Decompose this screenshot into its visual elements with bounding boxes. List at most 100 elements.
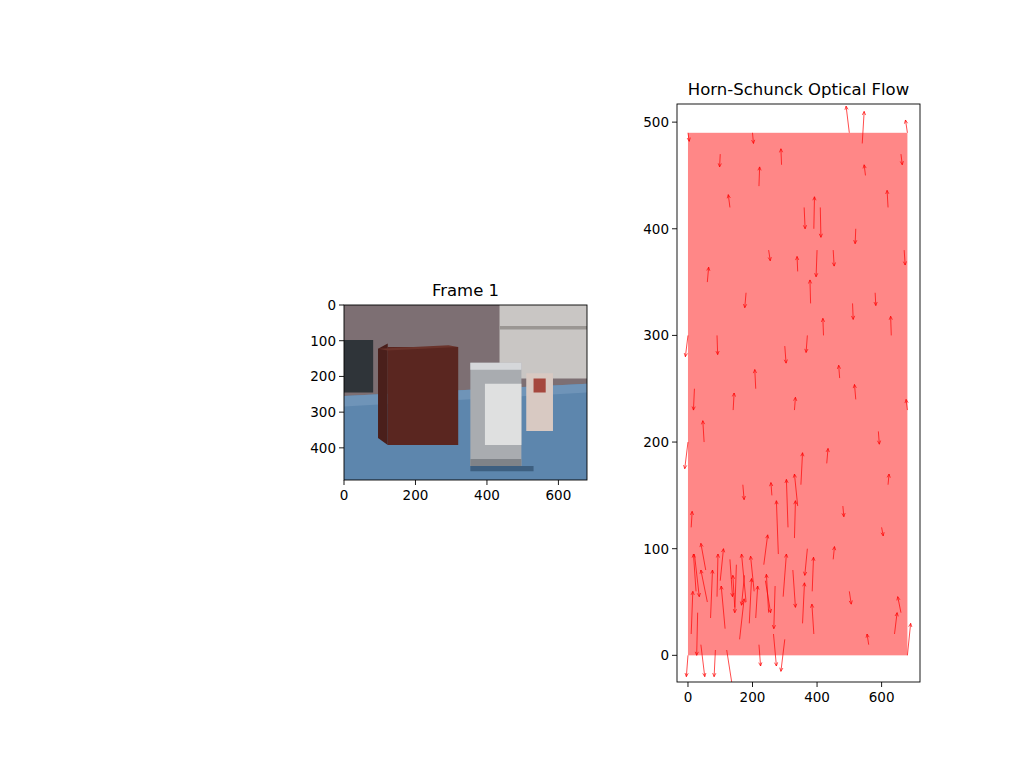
flow-arrow bbox=[793, 570, 797, 607]
axes-decor: 02004006000100200300400Frame 1 bbox=[310, 281, 587, 503]
y-tick bbox=[339, 412, 344, 413]
can-base bbox=[470, 459, 521, 466]
flow-arrow bbox=[803, 583, 806, 624]
flow-arrow bbox=[732, 393, 735, 410]
cabinet-edge bbox=[500, 326, 587, 330]
y-tick-label: 500 bbox=[643, 114, 669, 130]
x-tick-label: 200 bbox=[403, 487, 429, 503]
flow-arrow bbox=[684, 335, 688, 356]
flow-arrow bbox=[727, 195, 730, 208]
y-tick-label: 400 bbox=[643, 221, 669, 237]
flow-arrow bbox=[765, 574, 769, 612]
wall bbox=[344, 305, 587, 480]
y-tick bbox=[339, 340, 344, 341]
flow-arrow bbox=[854, 229, 857, 244]
flow-arrow bbox=[692, 389, 695, 410]
flow-arrow bbox=[812, 557, 815, 591]
flow-arrow bbox=[897, 597, 901, 613]
flow-arrow bbox=[713, 650, 716, 677]
flow-arrow bbox=[849, 591, 852, 604]
flow-arrow bbox=[731, 575, 734, 607]
flow-arrow bbox=[895, 613, 899, 634]
y-tick bbox=[339, 305, 344, 306]
flow-arrow bbox=[740, 554, 746, 602]
flow-arrow bbox=[685, 655, 688, 676]
flow-arrow bbox=[749, 556, 754, 591]
flow-arrow bbox=[821, 318, 824, 335]
flow-arrow bbox=[770, 483, 773, 496]
axes-decor: 02004006000100200300400500Horn-Schunck O… bbox=[643, 80, 920, 705]
flow-arrow bbox=[813, 197, 816, 229]
y-tick-label: 300 bbox=[643, 327, 669, 343]
dense-flow-field bbox=[688, 133, 907, 656]
axes-frame bbox=[677, 104, 920, 682]
flow-arrow bbox=[881, 527, 884, 536]
y-tick bbox=[672, 228, 677, 229]
flow-arrow bbox=[889, 316, 892, 335]
x-tick bbox=[687, 682, 688, 687]
y-tick-label: 200 bbox=[643, 434, 669, 450]
x-tick bbox=[881, 682, 882, 687]
flow-arrow bbox=[691, 591, 694, 634]
flow-arrow bbox=[716, 335, 719, 354]
flow-arrow bbox=[733, 565, 736, 613]
flow-arrow bbox=[779, 149, 782, 165]
box-top bbox=[378, 345, 458, 350]
y-tick bbox=[339, 447, 344, 448]
flow-arrow bbox=[783, 554, 788, 597]
flow-arrow bbox=[716, 554, 719, 597]
dark-shape bbox=[344, 340, 373, 393]
can-label bbox=[485, 384, 521, 445]
flow-arrow bbox=[695, 613, 698, 656]
y-tick bbox=[672, 655, 677, 656]
flow-arrow bbox=[837, 365, 840, 378]
flow-arrow bbox=[759, 645, 762, 666]
flow-arrow bbox=[805, 335, 808, 352]
flow-arrow bbox=[765, 581, 771, 613]
flow-arrow bbox=[775, 501, 778, 554]
y-tick-label: 100 bbox=[643, 541, 669, 557]
axes-title: Frame 1 bbox=[432, 281, 499, 300]
card-mark bbox=[534, 379, 546, 393]
flow-arrow bbox=[785, 479, 788, 527]
flow-arrow bbox=[819, 207, 822, 237]
flow-arrow bbox=[851, 303, 854, 319]
flow-arrow bbox=[842, 506, 845, 517]
flow-arrow bbox=[684, 442, 688, 469]
flow-arrow bbox=[720, 586, 725, 629]
y-tick-label: 200 bbox=[310, 368, 336, 384]
axes-frame bbox=[344, 305, 587, 480]
flow-arrow bbox=[905, 399, 908, 410]
y-tick-label: 0 bbox=[660, 647, 669, 663]
flow-arrow bbox=[727, 650, 734, 682]
flow-arrow bbox=[758, 167, 761, 186]
flow-arrow bbox=[853, 384, 856, 399]
flow-arrow bbox=[743, 293, 746, 308]
box-side bbox=[378, 344, 388, 446]
can-body bbox=[470, 363, 521, 466]
flow-arrow bbox=[690, 511, 693, 527]
flow-arrow bbox=[811, 604, 814, 634]
quiver-plot bbox=[684, 106, 912, 682]
flow-arrow bbox=[700, 570, 707, 602]
flow-arrow bbox=[764, 535, 769, 565]
flow-arrow bbox=[692, 554, 696, 591]
flow-arrow bbox=[801, 453, 804, 485]
flow-arrow bbox=[886, 190, 889, 207]
flow-arrow bbox=[874, 293, 877, 306]
flow-arrow bbox=[784, 346, 787, 363]
flow-arrow bbox=[796, 256, 799, 271]
card-box bbox=[526, 373, 553, 431]
y-tick bbox=[672, 548, 677, 549]
flow-arrow bbox=[720, 549, 724, 581]
flow-arrow bbox=[749, 579, 753, 624]
x-tick-label: 400 bbox=[804, 689, 830, 705]
flow-arrow bbox=[862, 111, 865, 143]
x-tick-label: 600 bbox=[869, 689, 895, 705]
flow-arrow bbox=[845, 106, 849, 133]
flow-arrow bbox=[773, 634, 777, 666]
flow-arrow bbox=[700, 543, 706, 570]
y-tick-label: 400 bbox=[310, 440, 336, 456]
flow-arrow bbox=[711, 570, 714, 618]
can-lid bbox=[470, 363, 521, 370]
